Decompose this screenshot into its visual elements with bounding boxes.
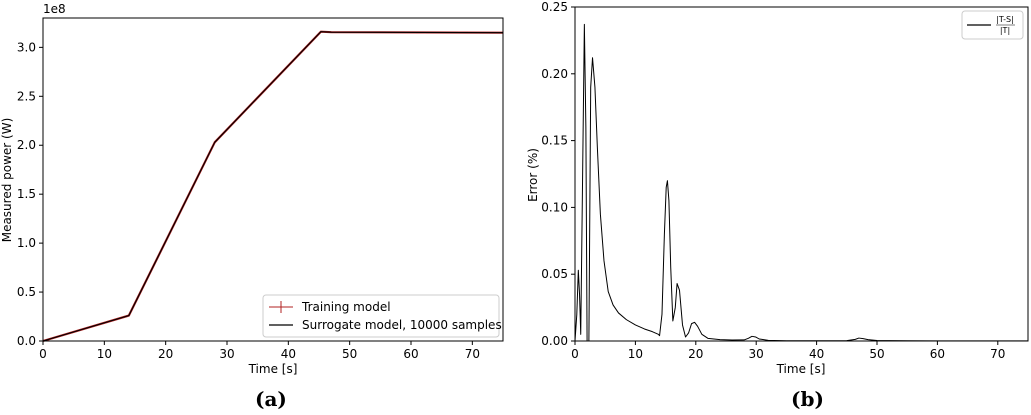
panel-a-label: (a) bbox=[255, 387, 287, 411]
panel-b-xtick-label: 60 bbox=[930, 347, 945, 361]
panel-b-axes-frame bbox=[574, 6, 1029, 342]
panel-b-legend-denominator: |T| bbox=[1000, 26, 1010, 35]
panel-a-xtick-label: 20 bbox=[158, 347, 173, 361]
panel-a-xtick-label: 10 bbox=[97, 347, 112, 361]
panel-b-legend-numerator: |T-S| bbox=[996, 15, 1014, 24]
panel-a-xtick-label: 30 bbox=[219, 347, 234, 361]
panel-a-legend: Training model Surrogate model, 10000 sa… bbox=[262, 294, 502, 338]
panel-a-series-2-line bbox=[42, 31, 504, 342]
panel-b-xtick-label: 50 bbox=[869, 347, 884, 361]
panel-a-ytick-label: 0.5 bbox=[17, 285, 36, 299]
panel-a-xtick-label: 50 bbox=[342, 347, 357, 361]
panel-a-ytick-label: 1.0 bbox=[17, 236, 36, 250]
panel-a-xlabel: Time [s] bbox=[248, 362, 298, 376]
panel-b-ytick-label: 0.20 bbox=[541, 67, 568, 81]
panel-a-ytick-label: 0.0 bbox=[17, 334, 36, 348]
panel-b-series-group bbox=[574, 23, 1028, 342]
panel-a-xtick-label: 0 bbox=[39, 347, 47, 361]
panel-a-xtick-label: 40 bbox=[281, 347, 296, 361]
panel-b-ytick-label: 0.10 bbox=[541, 200, 568, 214]
panel-a-legend-box bbox=[262, 294, 500, 338]
panel-a-y-offset-text: 1e8 bbox=[43, 2, 66, 16]
panel-b-legend: |T-S| |T| bbox=[961, 10, 1024, 40]
panel-b-xtick-label: 10 bbox=[628, 347, 643, 361]
panel-b-ylabel: Error (%) bbox=[526, 148, 540, 202]
panel-b-legend-box bbox=[961, 10, 1024, 40]
panel-b-ytick-label: 0.25 bbox=[541, 0, 568, 14]
panel-a-chart: 0 10 20 30 40 50 60 70 0.0 0.5 1.0 1.5 2.0 2.5 3.0 1e… bbox=[0, 2, 504, 411]
panel-b-ytick-label: 0.15 bbox=[541, 134, 568, 148]
panel-a-axes-frame bbox=[42, 17, 504, 342]
panel-b-label: (b) bbox=[791, 387, 824, 411]
panel-b-xlabel: Time [s] bbox=[776, 362, 826, 376]
panel-b-chart: 0 10 20 30 40 50 60 70 0.00 0.05 0.10 0.15 0.20 0.25… bbox=[526, 0, 1029, 411]
panel-a-series-group bbox=[42, 30, 504, 343]
panel-b-ytick-label: 0.00 bbox=[541, 334, 568, 348]
panel-a-ylabel: Measured power (W) bbox=[0, 118, 14, 243]
panel-a-ytick-label: 1.5 bbox=[17, 187, 36, 201]
panel-b-xtick-label: 40 bbox=[809, 347, 824, 361]
panel-b-series-1-line bbox=[574, 23, 1028, 342]
panel-b-xticks: 0 10 20 30 40 50 60 70 bbox=[571, 341, 1005, 361]
panel-a-xticks: 0 10 20 30 40 50 60 70 bbox=[39, 341, 480, 361]
panel-a-legend-training-label: Training model bbox=[301, 300, 391, 314]
panel-a-legend-surrogate-label: Surrogate model, 10000 samples bbox=[302, 318, 502, 332]
panel-b-xtick-label: 70 bbox=[990, 347, 1005, 361]
panel-a-ytick-label: 2.0 bbox=[17, 138, 36, 152]
panel-b-xtick-label: 30 bbox=[749, 347, 764, 361]
panel-b-ytick-label: 0.05 bbox=[541, 267, 568, 281]
panel-a-xtick-label: 70 bbox=[465, 347, 480, 361]
panel-b-yticks: 0.00 0.05 0.10 0.15 0.20 0.25 bbox=[541, 0, 575, 348]
panel-a-yticks: 0.0 0.5 1.0 1.5 2.0 2.5 3.0 bbox=[17, 40, 43, 348]
panel-b-xtick-label: 0 bbox=[571, 347, 579, 361]
panel-a-ytick-label: 2.5 bbox=[17, 89, 36, 103]
panel-a-ytick-label: 3.0 bbox=[17, 40, 36, 54]
panel-b-xtick-label: 20 bbox=[688, 347, 703, 361]
panel-a-xtick-label: 60 bbox=[403, 347, 418, 361]
